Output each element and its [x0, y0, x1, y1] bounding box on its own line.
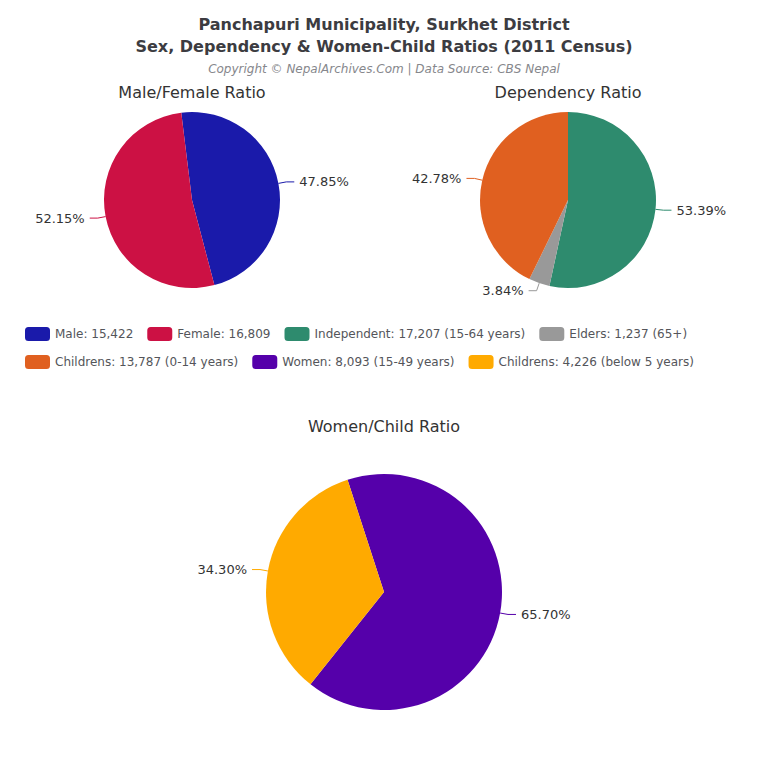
svg-text:Elders: 1,237 (65+): Elders: 1,237 (65+)	[569, 327, 687, 341]
svg-text:Childrens: 13,787 (0-14 years): Childrens: 13,787 (0-14 years)	[55, 355, 238, 369]
svg-text:Dependency Ratio: Dependency Ratio	[495, 83, 642, 102]
svg-text:Female: 16,809: Female: 16,809	[177, 327, 270, 341]
svg-text:Copyright © NepalArchives.Com: Copyright © NepalArchives.Com | Data Sou…	[208, 62, 560, 76]
svg-text:Independent: 17,207 (15-64 yea: Independent: 17,207 (15-64 years)	[315, 327, 526, 341]
svg-text:42.78%: 42.78%	[412, 171, 462, 186]
svg-text:47.85%: 47.85%	[299, 174, 349, 189]
svg-text:52.15%: 52.15%	[35, 211, 85, 226]
svg-text:Sex, Dependency & Women-Child: Sex, Dependency & Women-Child Ratios (20…	[135, 37, 632, 56]
svg-text:65.70%: 65.70%	[521, 607, 571, 622]
svg-text:3.84%: 3.84%	[482, 283, 523, 298]
svg-text:53.39%: 53.39%	[676, 203, 726, 218]
svg-text:Childrens: 4,226 (below 5 year: Childrens: 4,226 (below 5 years)	[499, 355, 694, 369]
svg-text:Male/Female Ratio: Male/Female Ratio	[118, 83, 265, 102]
svg-text:Women/Child Ratio: Women/Child Ratio	[308, 417, 460, 436]
svg-text:34.30%: 34.30%	[197, 562, 247, 577]
svg-text:Male: 15,422: Male: 15,422	[55, 327, 133, 341]
svg-text:Panchapuri Municipality, Surkh: Panchapuri Municipality, Surkhet Distric…	[198, 15, 570, 34]
svg-text:Women: 8,093 (15-49 years): Women: 8,093 (15-49 years)	[282, 355, 454, 369]
